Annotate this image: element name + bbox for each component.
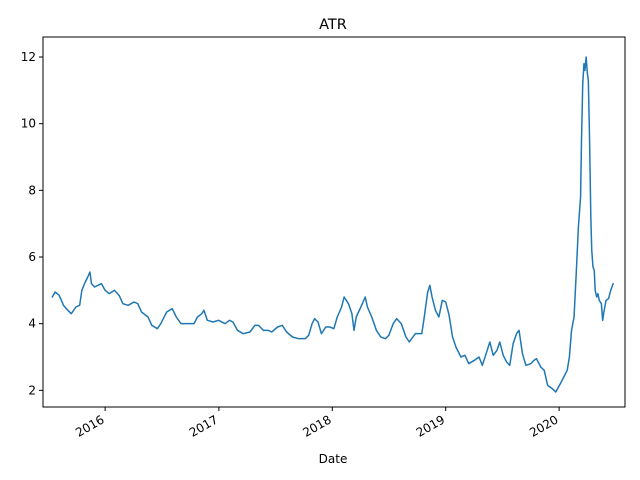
y-tick-label: 12 [21, 50, 36, 64]
y-tick-label: 8 [28, 183, 36, 197]
y-tick-label: 2 [28, 383, 36, 397]
y-axis: 2 4 6 8 10 12 [21, 50, 43, 397]
series-line [51, 56, 614, 393]
plot-series-group [51, 56, 614, 393]
y-tick-label: 6 [28, 250, 36, 264]
y-tick-label: 4 [28, 317, 36, 331]
chart-title: ATR [319, 17, 347, 33]
y-tick-label: 10 [21, 117, 36, 131]
plot-frame [42, 36, 626, 408]
x-axis-label: Date [319, 452, 348, 466]
